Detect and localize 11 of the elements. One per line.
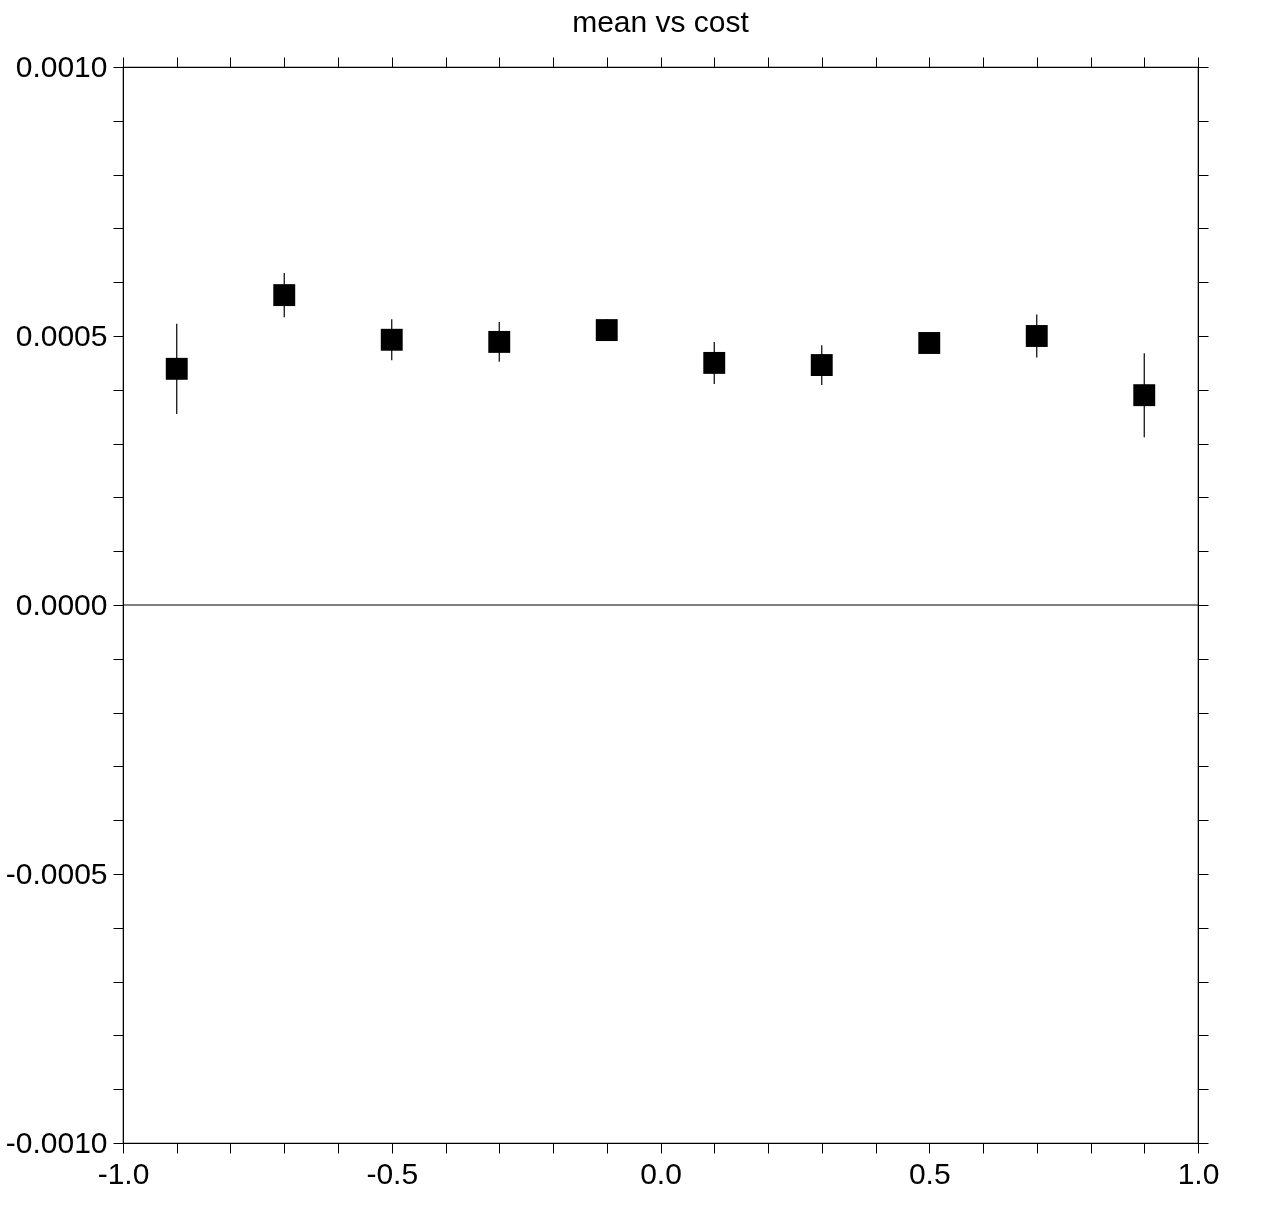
chart-title: mean vs cost: [572, 5, 750, 38]
y-tick-label: 0.0010: [15, 49, 108, 83]
x-tick-label: 0.5: [908, 1156, 951, 1190]
x-tick-label: 0.0: [640, 1156, 682, 1190]
y-tick-label: 0.0005: [15, 318, 108, 352]
x-tick-label: -0.5: [366, 1156, 419, 1190]
y-tick-label: -0.0005: [5, 856, 108, 890]
y-tick-label: 0.0000: [15, 587, 108, 621]
x-tick-label: -1.0: [97, 1156, 150, 1190]
x-tick-label: 1.0: [1177, 1156, 1220, 1190]
y-tick-label: -0.0010: [5, 1125, 108, 1159]
